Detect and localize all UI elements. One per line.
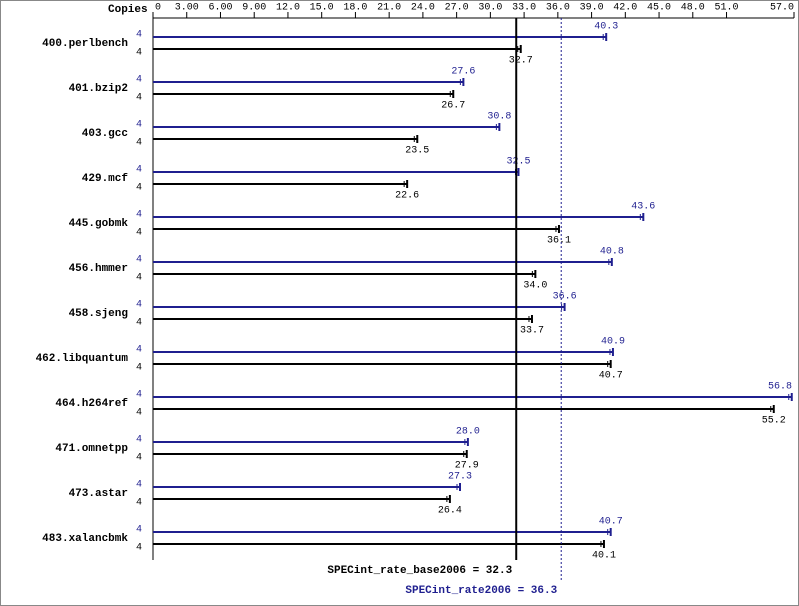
benchmark-label: 401.bzip2 xyxy=(69,83,128,95)
x-tick-label: 36.0 xyxy=(546,3,570,14)
copies-label: 4 xyxy=(136,318,142,329)
x-tick-label: 42.0 xyxy=(613,3,637,14)
x-tick-label: 15.0 xyxy=(310,3,334,14)
value-label: 32.5 xyxy=(506,157,530,168)
value-label: 27.3 xyxy=(448,472,472,483)
value-label: 28.0 xyxy=(456,427,480,438)
reference-label: SPECint_rate2006 = 36.3 xyxy=(405,585,557,597)
value-label: 26.4 xyxy=(438,506,462,517)
benchmark-label: 483.xalancbmk xyxy=(42,533,128,545)
copies-label: 4 xyxy=(136,300,142,311)
reference-label: SPECint_rate_base2006 = 32.3 xyxy=(327,565,512,577)
benchmark-label: 403.gcc xyxy=(82,128,128,140)
benchmark-label: 429.mcf xyxy=(82,173,129,185)
value-label: 40.3 xyxy=(594,22,618,33)
value-label: 30.8 xyxy=(487,112,511,123)
x-tick-label: 27.0 xyxy=(445,3,469,14)
copies-label: 4 xyxy=(136,525,142,536)
benchmark-label: 471.omnetpp xyxy=(55,443,128,455)
copies-label: 4 xyxy=(136,480,142,491)
x-tick-label: 12.0 xyxy=(276,3,300,14)
value-label: 22.6 xyxy=(395,191,419,202)
x-tick-label: 39.0 xyxy=(580,3,604,14)
copies-header: Copies xyxy=(108,4,148,16)
copies-label: 4 xyxy=(136,255,142,266)
copies-label: 4 xyxy=(136,120,142,131)
copies-label: 4 xyxy=(136,390,142,401)
value-label: 55.2 xyxy=(762,416,786,427)
copies-label: 4 xyxy=(136,363,142,374)
benchmark-label: 473.astar xyxy=(69,488,128,500)
copies-label: 4 xyxy=(136,228,142,239)
x-tick-label: 30.0 xyxy=(478,3,502,14)
benchmark-label: 456.hmmer xyxy=(69,263,128,275)
copies-label: 4 xyxy=(136,93,142,104)
x-tick-label: 0 xyxy=(155,3,161,14)
x-tick-label: 21.0 xyxy=(377,3,401,14)
x-tick-label: 45.0 xyxy=(647,3,671,14)
copies-label: 4 xyxy=(136,273,142,284)
copies-label: 4 xyxy=(136,183,142,194)
benchmark-label: 400.perlbench xyxy=(42,38,128,50)
value-label: 26.7 xyxy=(441,101,465,112)
x-tick-label: 48.0 xyxy=(681,3,705,14)
value-label: 40.8 xyxy=(600,247,624,258)
x-tick-label: 6.00 xyxy=(208,3,232,14)
value-label: 23.5 xyxy=(405,146,429,157)
copies-label: 4 xyxy=(136,408,142,419)
benchmark-label: 462.libquantum xyxy=(36,353,129,365)
copies-label: 4 xyxy=(136,48,142,59)
copies-label: 4 xyxy=(136,30,142,41)
value-label: 27.6 xyxy=(451,67,475,78)
value-label: 40.7 xyxy=(599,517,623,528)
copies-label: 4 xyxy=(136,138,142,149)
value-label: 36.1 xyxy=(547,236,571,247)
value-label: 32.7 xyxy=(509,56,533,67)
copies-label: 4 xyxy=(136,543,142,554)
x-tick-label: 51.0 xyxy=(715,3,739,14)
copies-label: 4 xyxy=(136,75,142,86)
x-tick-label: 33.0 xyxy=(512,3,536,14)
copies-label: 4 xyxy=(136,435,142,446)
value-label: 40.7 xyxy=(599,371,623,382)
value-label: 33.7 xyxy=(520,326,544,337)
copies-label: 4 xyxy=(136,210,142,221)
copies-label: 4 xyxy=(136,453,142,464)
value-label: 36.6 xyxy=(553,292,577,303)
benchmark-label: 458.sjeng xyxy=(69,308,128,320)
copies-label: 4 xyxy=(136,345,142,356)
value-label: 27.9 xyxy=(455,461,479,472)
benchmark-label: 445.gobmk xyxy=(69,218,129,230)
value-label: 43.6 xyxy=(631,202,655,213)
x-tick-label: 57.0 xyxy=(770,3,794,14)
value-label: 56.8 xyxy=(768,382,792,393)
x-tick-label: 9.00 xyxy=(242,3,266,14)
x-tick-label: 3.00 xyxy=(175,3,199,14)
x-tick-label: 24.0 xyxy=(411,3,435,14)
value-label: 34.0 xyxy=(523,281,547,292)
value-label: 40.9 xyxy=(601,337,625,348)
x-tick-label: 18.0 xyxy=(343,3,367,14)
benchmark-label: 464.h264ref xyxy=(55,398,128,410)
copies-label: 4 xyxy=(136,498,142,509)
copies-label: 4 xyxy=(136,165,142,176)
value-label: 40.1 xyxy=(592,551,616,562)
